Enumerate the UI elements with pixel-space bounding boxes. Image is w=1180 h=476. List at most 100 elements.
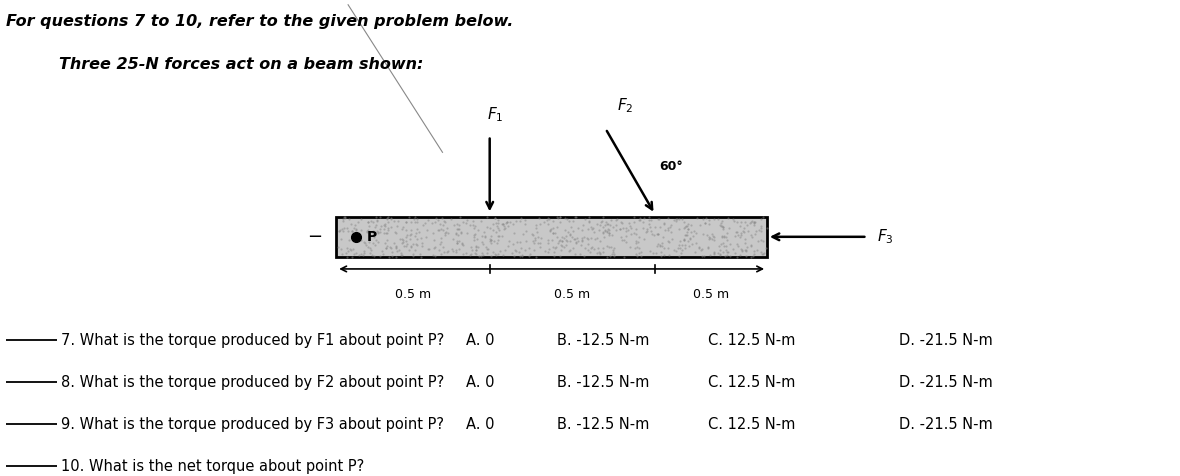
Point xyxy=(494,226,513,233)
Point xyxy=(728,218,747,226)
Point xyxy=(513,252,532,259)
Point xyxy=(669,215,688,222)
Point xyxy=(352,236,371,244)
Point xyxy=(442,245,461,253)
Point xyxy=(381,244,400,251)
Point xyxy=(669,252,688,259)
Point xyxy=(661,223,680,230)
Point xyxy=(530,243,549,251)
Text: 60°: 60° xyxy=(660,160,683,173)
Point xyxy=(342,246,361,254)
Point xyxy=(709,249,728,257)
Point xyxy=(447,229,466,237)
Point xyxy=(511,244,530,251)
Point xyxy=(677,222,696,230)
Point xyxy=(683,240,702,248)
Point xyxy=(669,245,688,252)
Point xyxy=(583,225,602,233)
Point xyxy=(681,235,700,243)
Point xyxy=(579,218,598,226)
Point xyxy=(525,247,544,254)
Point xyxy=(382,248,401,256)
Point xyxy=(498,218,517,226)
Point xyxy=(673,246,691,254)
Point xyxy=(363,231,382,239)
Point xyxy=(642,216,661,223)
Point xyxy=(589,248,608,255)
Point xyxy=(741,242,760,250)
Point xyxy=(552,233,571,241)
Point xyxy=(402,243,421,250)
Point xyxy=(676,232,695,239)
Point xyxy=(710,246,729,254)
Point xyxy=(667,247,686,255)
Point xyxy=(630,216,649,224)
Point xyxy=(543,217,562,224)
Point xyxy=(732,245,750,252)
Point xyxy=(594,213,612,221)
Point xyxy=(504,220,523,228)
Point xyxy=(735,228,754,236)
Point xyxy=(745,219,763,227)
Point xyxy=(604,248,623,256)
Point xyxy=(407,241,426,249)
Point xyxy=(614,224,632,232)
Point xyxy=(551,213,570,221)
Point xyxy=(411,250,430,258)
Text: 8. What is the torque produced by F2 about point P?: 8. What is the torque produced by F2 abo… xyxy=(61,375,445,390)
Point xyxy=(341,220,360,228)
Point xyxy=(678,237,697,244)
Point xyxy=(641,227,660,235)
Point xyxy=(345,230,363,238)
Point xyxy=(710,252,729,259)
Point xyxy=(746,218,765,226)
Point xyxy=(367,228,386,235)
Point xyxy=(464,217,483,225)
Point xyxy=(560,238,579,245)
Point xyxy=(588,235,607,242)
Point xyxy=(730,233,749,241)
Point xyxy=(735,224,754,232)
Point xyxy=(699,243,717,251)
Point xyxy=(446,248,465,256)
Point xyxy=(526,225,545,232)
Point xyxy=(367,218,386,225)
Point xyxy=(594,228,612,236)
Point xyxy=(540,227,559,235)
Point xyxy=(450,225,468,233)
Point xyxy=(389,246,408,254)
Point xyxy=(446,230,465,238)
Point xyxy=(557,237,576,244)
Point xyxy=(544,225,563,232)
Text: A. 0: A. 0 xyxy=(466,333,494,348)
Point xyxy=(582,244,601,251)
Point xyxy=(451,213,470,221)
Point xyxy=(648,242,667,250)
Point xyxy=(374,229,393,237)
Point xyxy=(372,223,391,230)
Point xyxy=(539,236,558,243)
Point xyxy=(365,252,384,259)
Point xyxy=(548,213,566,221)
Point xyxy=(504,252,523,260)
Point xyxy=(353,252,372,259)
Point xyxy=(444,235,463,242)
Point xyxy=(499,237,518,245)
Point xyxy=(359,227,378,234)
Point xyxy=(624,229,643,237)
Point xyxy=(470,252,489,260)
Point xyxy=(720,252,739,260)
Point xyxy=(539,214,558,222)
Point xyxy=(513,230,532,238)
Point xyxy=(401,226,420,233)
Point xyxy=(700,233,719,241)
Point xyxy=(649,230,668,238)
Point xyxy=(736,247,755,254)
Point xyxy=(726,249,745,257)
Bar xyxy=(336,217,767,257)
Point xyxy=(400,231,419,239)
Point xyxy=(464,221,483,228)
Point xyxy=(492,220,511,228)
Point xyxy=(506,248,525,255)
Point xyxy=(474,228,493,236)
